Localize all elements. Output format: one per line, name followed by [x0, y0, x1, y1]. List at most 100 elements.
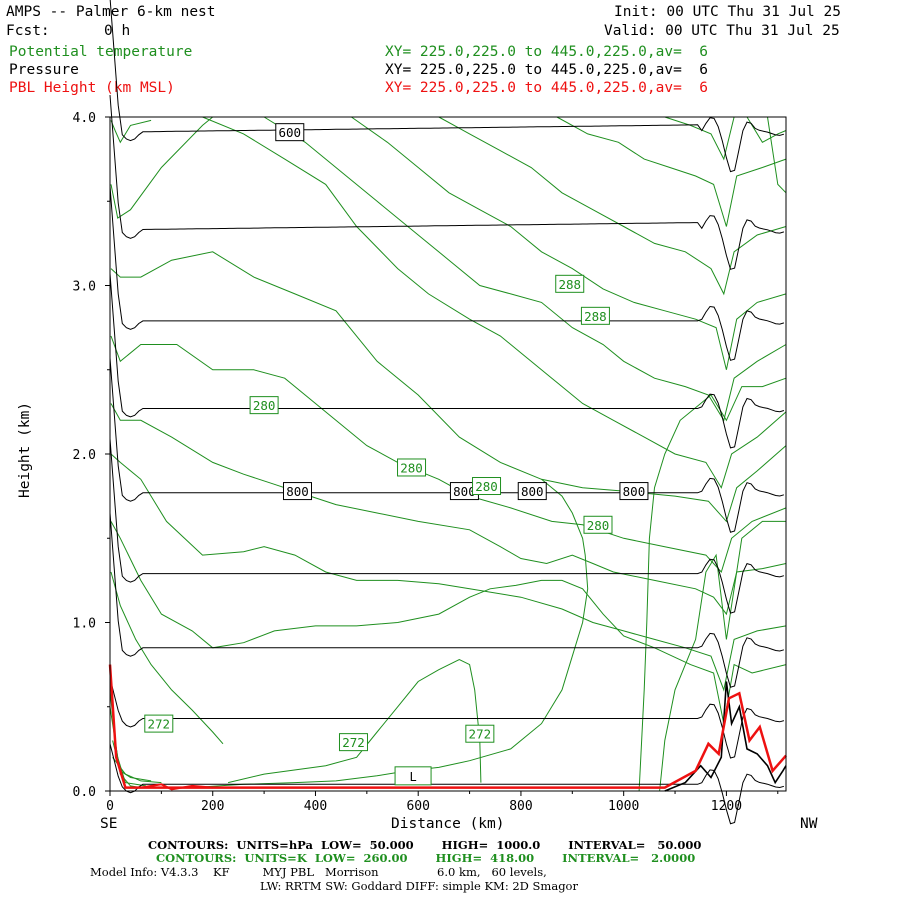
theta-label-box	[397, 458, 427, 477]
theta-label: 280	[583, 515, 613, 534]
theta-label-text: 272	[342, 735, 365, 750]
theta-contours	[109, 116, 787, 792]
pressure-contour	[109, 357, 785, 533]
theta-contour	[110, 119, 152, 144]
footer-pressure-contours: CONTOURS: UNITS=hPa LOW= 50.000 HIGH= 10…	[148, 838, 702, 852]
theta-label: 272	[338, 733, 368, 752]
theta-label: 280	[249, 396, 279, 415]
pressure-contours	[109, 0, 787, 825]
pressure-label: 600	[275, 123, 305, 142]
pressure-contour	[109, 0, 785, 173]
chart-title: AMPS -- Palmer 6-km nest	[6, 4, 216, 20]
footer-model-info: Model Info: V4.3.3 KF MYJ PBL Morrison 6…	[90, 865, 547, 879]
fcst-label: Fcst:	[6, 23, 50, 39]
y-axis-label: Height (km)	[17, 401, 33, 498]
theta-label-text: 280	[253, 398, 276, 413]
field-xy-pressure: XY= 225.0,225.0 to 445.0,225.0,av= 6	[385, 62, 709, 78]
x-tick-label: 200	[201, 799, 224, 814]
theta-label-text: 272	[148, 717, 171, 732]
theta-contour	[227, 659, 482, 784]
pressure-contour	[109, 677, 785, 759]
theta-contour	[110, 116, 214, 219]
theta-label-box	[583, 515, 613, 534]
theta-contour	[438, 116, 787, 296]
x-tick-label: 1200	[711, 799, 742, 814]
theta-contour	[192, 478, 589, 789]
pbl-height-series	[108, 664, 787, 791]
x-tick-label: 400	[304, 799, 327, 814]
theta-label: 272	[465, 724, 495, 743]
theta-label: 280	[397, 458, 427, 477]
theta-contour	[746, 116, 787, 143]
theta-contour	[659, 520, 786, 792]
pbl-height-line-segment	[140, 783, 213, 791]
pressure-label-text: 800	[286, 484, 309, 499]
pressure-contour	[109, 273, 785, 449]
axes: 0 200 400 600 800 1000 1200 0.0 1.0 2.0 3.0 4.0	[73, 111, 779, 814]
pressure-label-text: 800	[521, 484, 544, 499]
pressure-label-text: 800	[453, 484, 476, 499]
theta-contour	[351, 116, 787, 370]
terrain-line	[664, 681, 787, 792]
theta-label: 288	[580, 306, 610, 325]
pressure-label-text: 800	[623, 484, 646, 499]
theta-contour	[664, 116, 758, 161]
low-marker-text: L	[409, 770, 416, 784]
theta-contour	[110, 453, 787, 692]
x-tick-label: 800	[509, 799, 532, 814]
y-tick-label: 3.0	[73, 280, 96, 295]
theta-label-box	[465, 724, 495, 743]
theta-contour	[110, 571, 224, 745]
pressure-label: 800	[619, 482, 649, 501]
theta-label-box	[472, 477, 502, 496]
footer-physics: LW: RRTM SW: Goddard DIFF: simple KM: 2D…	[260, 879, 578, 893]
theta-contour	[110, 335, 787, 573]
theta-label-box	[249, 396, 279, 415]
field-xy-pbl: XY= 225.0,225.0 to 445.0,225.0,av= 6	[385, 80, 709, 96]
y-tick-label: 2.0	[73, 448, 96, 463]
theta-label: 272	[144, 714, 174, 733]
field-name-pbl: PBL Height (km MSL)	[9, 80, 175, 96]
pressure-label: 800	[282, 482, 312, 501]
theta-label: 288	[555, 274, 585, 293]
contour-labels: 600 800 800 800 800 272 272 272 280 280 280 280 288 2…	[144, 123, 649, 786]
pressure-label-box	[517, 482, 547, 501]
x-tick-label: 600	[406, 799, 429, 814]
theta-label-box	[338, 733, 368, 752]
theta-label: 280	[472, 477, 502, 496]
theta-contour	[202, 116, 787, 489]
x-tick-label: 0	[106, 799, 114, 814]
pressure-contour	[109, 186, 785, 361]
pressure-contour	[109, 512, 785, 688]
theta-label-text: 280	[475, 479, 498, 494]
field-name-theta: Potential temperature	[9, 44, 193, 60]
pressure-label-box	[275, 123, 305, 142]
theta-label-text: 288	[584, 309, 607, 324]
pressure-label: 800	[517, 482, 547, 501]
pbl-height-line	[108, 664, 787, 789]
field-name-pressure: Pressure	[9, 62, 79, 78]
theta-label-box	[144, 714, 174, 733]
x-tick-label: 1000	[608, 799, 639, 814]
theta-label-box	[580, 306, 610, 325]
valid-time: Valid: 00 UTC Thu 31 Jul 25	[604, 23, 840, 39]
pressure-label-box	[619, 482, 649, 501]
low-marker: L	[394, 766, 432, 786]
low-marker-box	[394, 766, 432, 786]
theta-label-box	[555, 274, 585, 293]
x-end-left: SE	[100, 816, 118, 832]
pressure-label-text: 600	[278, 125, 301, 140]
y-tick-label: 4.0	[73, 111, 96, 126]
x-end-right: NW	[800, 816, 818, 832]
y-tick-label: 1.0	[73, 617, 96, 632]
field-xy-theta: XY= 225.0,225.0 to 445.0,225.0,av= 6	[385, 44, 709, 60]
fcst-value: 0 h	[104, 23, 131, 39]
theta-contour	[110, 521, 787, 724]
theta-contour	[110, 403, 787, 616]
theta-contour	[263, 116, 787, 422]
init-time: Init: 00 UTC Thu 31 Jul 25	[614, 4, 841, 20]
theta-label-text: 280	[587, 518, 610, 533]
pressure-contour	[109, 438, 785, 614]
pressure-contour	[109, 95, 785, 270]
